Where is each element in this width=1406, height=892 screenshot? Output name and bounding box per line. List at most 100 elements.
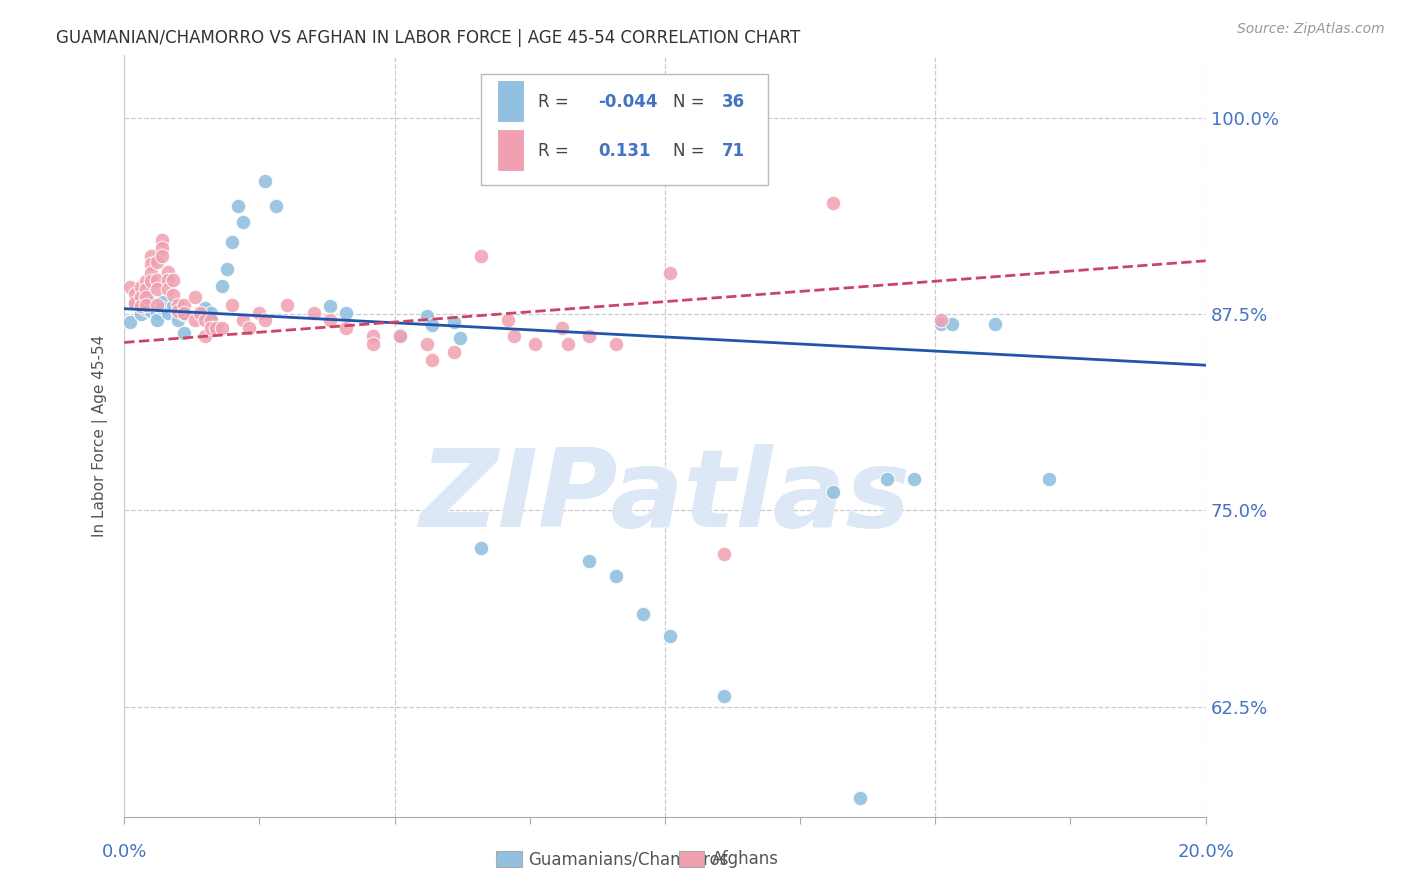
Point — [173, 326, 195, 340]
Point — [713, 547, 735, 561]
Point — [659, 629, 682, 643]
Text: Source: ZipAtlas.com: Source: ZipAtlas.com — [1237, 22, 1385, 37]
Text: 0.0%: 0.0% — [101, 843, 148, 862]
Point — [167, 313, 190, 327]
Point — [221, 298, 243, 312]
Point — [135, 282, 157, 296]
Text: 36: 36 — [723, 94, 745, 112]
Point — [605, 337, 627, 351]
Point — [183, 290, 205, 304]
FancyBboxPatch shape — [498, 129, 524, 171]
Point — [903, 472, 925, 486]
Point — [129, 290, 152, 304]
Point — [253, 313, 276, 327]
Point — [167, 298, 190, 312]
Point — [135, 294, 157, 309]
Text: R =: R = — [538, 142, 575, 160]
Point — [443, 315, 465, 329]
Point — [156, 305, 179, 319]
Point — [302, 305, 325, 319]
Point — [232, 214, 254, 228]
Text: ZIPatlas: ZIPatlas — [419, 443, 911, 549]
Point — [167, 304, 190, 318]
Point — [211, 279, 233, 293]
FancyBboxPatch shape — [481, 74, 768, 185]
Text: Guamanians/Chamorros: Guamanians/Chamorros — [529, 850, 730, 868]
Point — [470, 249, 492, 263]
Point — [124, 296, 146, 310]
Text: 0.131: 0.131 — [598, 142, 651, 160]
Point — [422, 318, 444, 333]
Text: 20.0%: 20.0% — [1177, 843, 1234, 862]
Point — [150, 294, 173, 309]
Point — [145, 272, 167, 286]
Point — [145, 282, 167, 296]
Point — [502, 329, 524, 343]
Point — [150, 249, 173, 263]
Point — [150, 241, 173, 255]
Point — [156, 272, 179, 286]
Point — [264, 199, 287, 213]
Point — [319, 299, 342, 313]
Point — [135, 290, 157, 304]
Text: R =: R = — [538, 94, 575, 112]
Point — [578, 554, 600, 568]
Point — [551, 321, 574, 335]
Point — [173, 307, 195, 321]
Point — [194, 301, 217, 315]
Point — [162, 288, 184, 302]
Point — [150, 301, 173, 315]
Point — [253, 174, 276, 188]
Y-axis label: In Labor Force | Age 45-54: In Labor Force | Age 45-54 — [93, 334, 108, 537]
Point — [129, 307, 152, 321]
Point — [194, 329, 217, 343]
Point — [232, 313, 254, 327]
Point — [141, 296, 163, 310]
Point — [124, 286, 146, 301]
Point — [162, 299, 184, 313]
Point — [205, 321, 228, 335]
Point — [449, 331, 471, 345]
Point — [118, 315, 141, 329]
Point — [211, 321, 233, 335]
Point — [141, 274, 163, 288]
Point — [443, 344, 465, 359]
Point — [361, 329, 384, 343]
Text: N =: N = — [672, 142, 710, 160]
Point — [496, 313, 519, 327]
Point — [145, 313, 167, 327]
Point — [200, 305, 222, 319]
Point — [276, 298, 298, 312]
Point — [389, 327, 412, 342]
Point — [135, 274, 157, 288]
Point — [135, 298, 157, 312]
Point — [150, 233, 173, 247]
Point — [200, 313, 222, 327]
Point — [156, 282, 179, 296]
Point — [605, 569, 627, 583]
Point — [713, 689, 735, 703]
Point — [173, 305, 195, 319]
Point — [145, 305, 167, 319]
Point — [941, 317, 963, 331]
Point — [124, 296, 146, 310]
Point — [173, 298, 195, 312]
Point — [848, 790, 870, 805]
Point — [221, 235, 243, 249]
Point — [422, 352, 444, 367]
Point — [578, 329, 600, 343]
Point — [416, 337, 439, 351]
Point — [319, 313, 342, 327]
Point — [821, 484, 844, 499]
Point — [335, 305, 357, 319]
Point — [335, 321, 357, 335]
Point — [141, 304, 163, 318]
Point — [129, 299, 152, 313]
Point — [141, 266, 163, 280]
Point — [524, 337, 547, 351]
Point — [249, 305, 271, 319]
Point — [238, 321, 260, 335]
Point — [659, 266, 682, 280]
Point — [1038, 472, 1060, 486]
Point — [929, 317, 952, 331]
